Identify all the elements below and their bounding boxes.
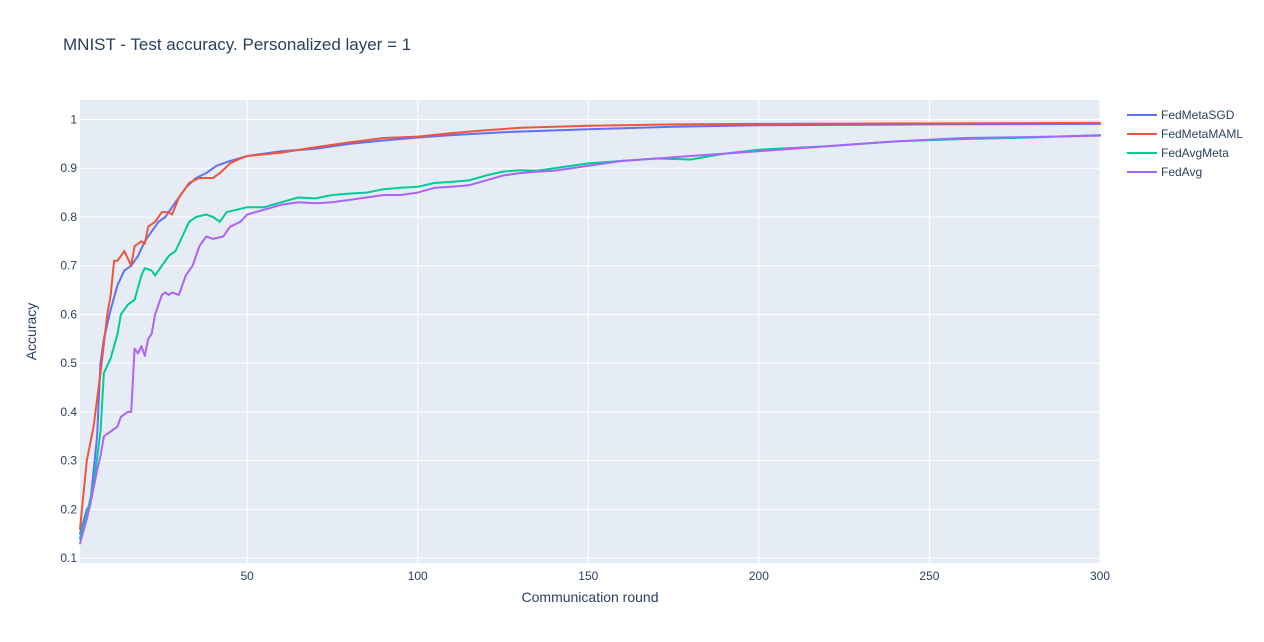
series-lines: [79, 121, 1101, 545]
legend-item-fedmetasgd[interactable]: FedMetaSGD: [1161, 108, 1235, 122]
y-tick-label: 0.7: [60, 259, 77, 273]
x-gridlines: [246, 100, 1101, 563]
y-tick-label: 0.9: [60, 161, 77, 175]
y-tick-label: 0.5: [60, 356, 77, 370]
series-line-fedmetamaml: [79, 121, 1101, 530]
y-tick-label: 0.3: [60, 454, 77, 468]
y-tick-label: 1: [70, 112, 77, 126]
x-tick-label: 100: [408, 569, 428, 583]
legend-item-fedavgmeta[interactable]: FedAvgMeta: [1161, 146, 1229, 160]
legend: FedMetaSGD FedMetaMAML FedAvgMeta FedAvg: [1127, 108, 1243, 179]
x-tick-label: 300: [1090, 569, 1110, 583]
y-axis-title: Accuracy: [23, 303, 39, 361]
legend-item-fedmetamaml[interactable]: FedMetaMAML: [1161, 127, 1243, 141]
y-gridlines: [80, 118, 1100, 559]
x-tick-label: 200: [749, 569, 769, 583]
x-tick-labels: 50 100 150 200 250 300: [240, 569, 1110, 583]
y-tick-label: 0.1: [60, 551, 77, 565]
series-line-fedavg: [79, 134, 1101, 545]
legend-item-fedavg[interactable]: FedAvg: [1161, 165, 1202, 179]
x-axis-title: Communication round: [522, 589, 659, 605]
y-tick-label: 0.2: [60, 502, 77, 516]
x-tick-label: 250: [919, 569, 939, 583]
plot-area[interactable]: [80, 100, 1100, 563]
y-tick-label: 0.6: [60, 307, 77, 321]
y-tick-label: 0.8: [60, 210, 77, 224]
chart-title: MNIST - Test accuracy. Personalized laye…: [63, 35, 411, 54]
y-tick-label: 0.4: [60, 405, 77, 419]
y-tick-labels: 0.1 0.2 0.3 0.4 0.5 0.6 0.7 0.8 0.9 1: [60, 112, 77, 565]
x-tick-label: 150: [578, 569, 598, 583]
x-tick-label: 50: [240, 569, 254, 583]
